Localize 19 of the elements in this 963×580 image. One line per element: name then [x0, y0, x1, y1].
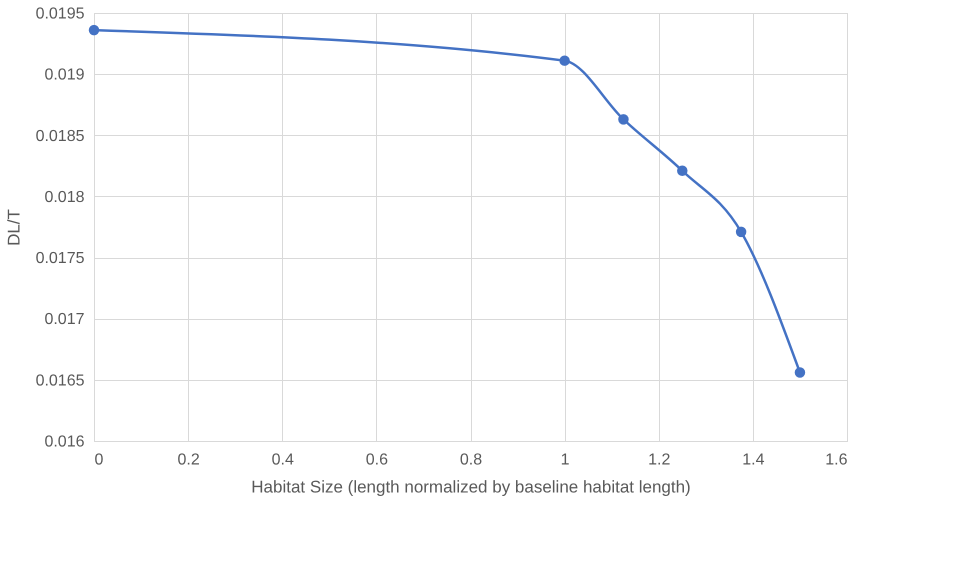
y-tick-label: 0.017 [44, 311, 85, 328]
y-tick-label: 0.0195 [36, 6, 85, 22]
x-tick-label: 0 [94, 452, 104, 468]
x-tick-label: 1.2 [648, 452, 670, 468]
y-tick-label: 0.019 [44, 66, 85, 84]
y-tick-label: 0.0175 [36, 250, 85, 268]
x-tick-label: 0.6 [366, 452, 388, 468]
x-tick-label: 1.4 [742, 452, 765, 468]
x-tick-label: 0.8 [460, 452, 482, 468]
x-tick-label: 0.4 [272, 452, 294, 468]
x-axis-title: Habitat Size (length normalized by baseline habitat length) [251, 478, 691, 496]
x-tick-label: 0.2 [178, 452, 200, 468]
y-tick-label: 0.0185 [36, 128, 85, 145]
y-tick-label: 0.016 [44, 434, 85, 450]
y-axis-title: DL/T [4, 209, 24, 246]
y-tick-label: 0.0165 [36, 372, 85, 390]
x-tick-label: 1 [560, 452, 570, 468]
y-tick-label: 0.018 [44, 188, 85, 206]
x-tick-label: 1.6 [825, 452, 848, 468]
